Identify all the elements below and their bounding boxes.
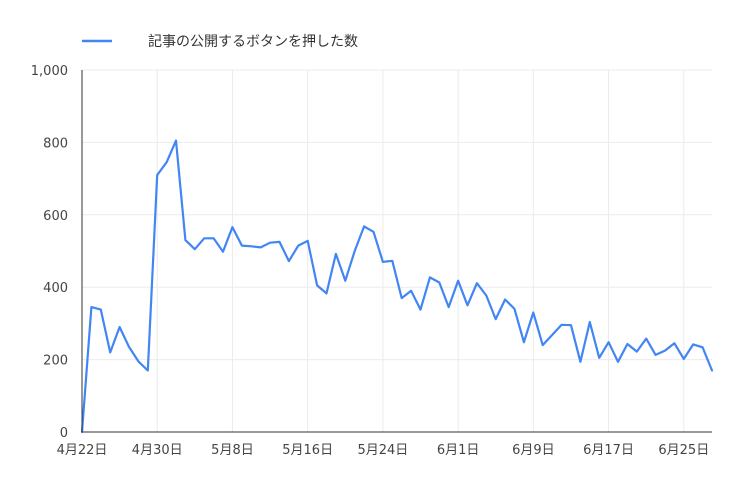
data-point[interactable] bbox=[352, 248, 358, 254]
y-axis-ticks: 0 200 400 600 800 1,000 bbox=[31, 64, 68, 441]
data-point[interactable] bbox=[559, 322, 565, 328]
data-point[interactable] bbox=[596, 355, 602, 361]
data-point[interactable] bbox=[418, 307, 424, 313]
data-point[interactable] bbox=[512, 306, 518, 312]
data-point[interactable] bbox=[164, 159, 170, 165]
data-point[interactable] bbox=[333, 251, 339, 257]
y-tick-label: 0 bbox=[60, 426, 68, 441]
data-point[interactable] bbox=[662, 348, 668, 354]
legend[interactable]: 記事の公開するボタンを押した数 bbox=[82, 33, 358, 50]
x-tick-label: 6月17日 bbox=[583, 443, 634, 458]
data-point[interactable] bbox=[182, 237, 188, 243]
data-point[interactable] bbox=[277, 239, 283, 245]
data-point[interactable] bbox=[342, 278, 348, 284]
data-point[interactable] bbox=[615, 359, 621, 365]
data-point[interactable] bbox=[587, 319, 593, 325]
data-point[interactable] bbox=[229, 224, 235, 230]
data-point[interactable] bbox=[380, 259, 386, 265]
data-point[interactable] bbox=[427, 274, 433, 280]
data-point[interactable] bbox=[295, 243, 301, 249]
legend-label: 記事の公開するボタンを押した数 bbox=[148, 33, 358, 50]
data-point[interactable] bbox=[135, 358, 141, 364]
data-point[interactable] bbox=[239, 243, 245, 249]
data-point[interactable] bbox=[88, 304, 94, 310]
data-point[interactable] bbox=[107, 349, 113, 355]
data-point[interactable] bbox=[267, 240, 273, 246]
data-point[interactable] bbox=[709, 368, 715, 374]
data-point[interactable] bbox=[361, 223, 367, 229]
data-point[interactable] bbox=[521, 339, 527, 345]
x-tick-label: 6月1日 bbox=[437, 443, 480, 458]
data-point[interactable] bbox=[173, 138, 179, 144]
x-tick-label: 4月22日 bbox=[57, 443, 108, 458]
data-point[interactable] bbox=[371, 229, 377, 235]
data-point[interactable] bbox=[389, 258, 395, 264]
data-point[interactable] bbox=[211, 235, 217, 241]
data-point[interactable] bbox=[154, 172, 160, 178]
gridlines bbox=[82, 69, 712, 432]
data-point[interactable] bbox=[493, 316, 499, 322]
data-point[interactable] bbox=[399, 295, 405, 301]
data-point[interactable] bbox=[502, 297, 508, 303]
data-point[interactable] bbox=[624, 341, 630, 347]
data-point[interactable] bbox=[126, 344, 132, 350]
data-point[interactable] bbox=[98, 307, 104, 313]
x-tick-label: 6月9日 bbox=[512, 443, 555, 458]
data-point[interactable] bbox=[671, 340, 677, 346]
data-point[interactable] bbox=[577, 359, 583, 365]
data-point[interactable] bbox=[474, 280, 480, 286]
x-axis-ticks: 4月22日 4月30日 5月8日 5月16日 5月24日 6月1日 6月9日 6月17日 6月2… bbox=[57, 443, 710, 458]
y-tick-label: 800 bbox=[43, 136, 68, 151]
data-point[interactable] bbox=[436, 280, 442, 286]
data-point[interactable] bbox=[643, 336, 649, 342]
data-point[interactable] bbox=[653, 352, 659, 358]
y-tick-label: 400 bbox=[43, 281, 68, 296]
data-point[interactable] bbox=[540, 342, 546, 348]
data-point[interactable] bbox=[568, 322, 574, 328]
data-point[interactable] bbox=[690, 341, 696, 347]
data-point[interactable] bbox=[324, 290, 330, 296]
data-point[interactable] bbox=[634, 349, 640, 355]
x-tick-label: 5月24日 bbox=[357, 443, 408, 458]
data-point[interactable] bbox=[681, 356, 687, 362]
data-point[interactable] bbox=[201, 235, 207, 241]
data-point[interactable] bbox=[408, 288, 414, 294]
data-point[interactable] bbox=[192, 246, 198, 252]
data-point[interactable] bbox=[606, 339, 612, 345]
y-tick-label: 600 bbox=[43, 209, 68, 224]
x-tick-label: 5月16日 bbox=[282, 443, 333, 458]
y-tick-label: 200 bbox=[43, 354, 68, 369]
y-tick-label: 1,000 bbox=[31, 64, 68, 79]
data-point[interactable] bbox=[305, 238, 311, 244]
data-point[interactable] bbox=[530, 310, 536, 316]
series-layer bbox=[80, 138, 715, 434]
data-point[interactable] bbox=[145, 368, 151, 374]
data-point[interactable] bbox=[314, 282, 320, 288]
data-point[interactable] bbox=[465, 302, 471, 308]
x-tick-label: 5月8日 bbox=[211, 443, 254, 458]
x-tick-label: 6月25日 bbox=[658, 443, 709, 458]
data-point[interactable] bbox=[220, 249, 226, 255]
data-point[interactable] bbox=[248, 243, 254, 249]
data-point[interactable] bbox=[455, 278, 461, 284]
data-point[interactable] bbox=[117, 324, 123, 330]
data-point[interactable] bbox=[258, 244, 264, 250]
data-point[interactable] bbox=[286, 258, 292, 264]
data-point[interactable] bbox=[446, 304, 452, 310]
series-line bbox=[80, 139, 714, 434]
data-point[interactable] bbox=[483, 293, 489, 299]
data-point[interactable] bbox=[549, 332, 555, 338]
x-tick-label: 4月30日 bbox=[132, 443, 183, 458]
data-point[interactable] bbox=[700, 344, 706, 350]
